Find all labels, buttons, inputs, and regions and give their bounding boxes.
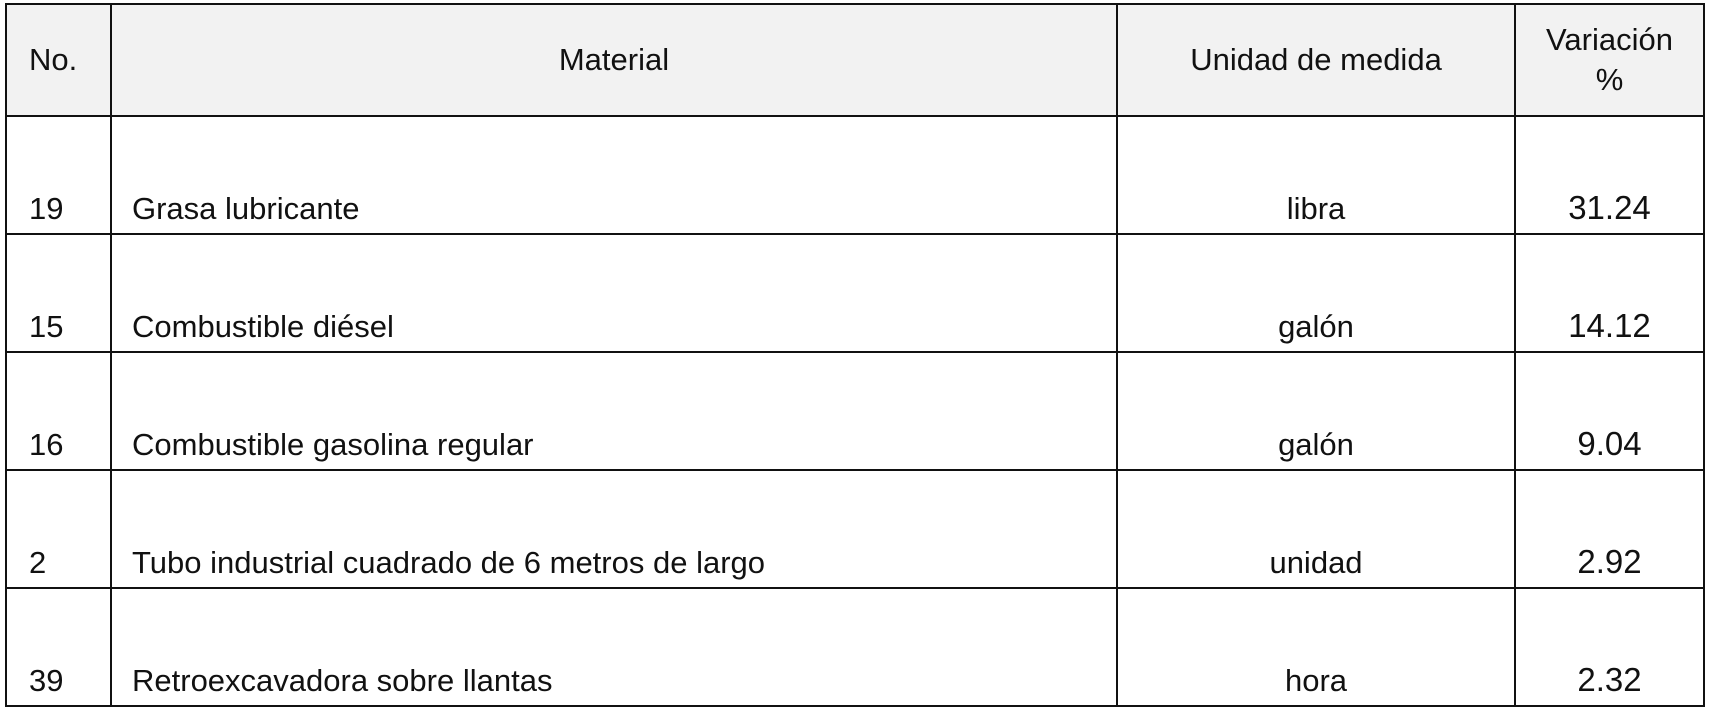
header-unit: Unidad de medida: [1116, 3, 1516, 117]
cell-no: 39: [5, 587, 112, 707]
header-variation-line1: Variación: [1546, 22, 1673, 57]
cell-unit: unidad: [1116, 469, 1516, 589]
cell-material: Grasa lubricante: [110, 115, 1118, 235]
cell-variation: 31.24: [1514, 115, 1705, 235]
cell-variation: 2.32: [1514, 587, 1705, 707]
header-variation: Variación %: [1514, 3, 1705, 117]
cell-unit: hora: [1116, 587, 1516, 707]
cell-no: 15: [5, 233, 112, 353]
header-material: Material: [110, 3, 1118, 117]
cell-unit: galón: [1116, 351, 1516, 471]
cell-material: Retroexcavadora sobre llantas: [110, 587, 1118, 707]
cell-unit: libra: [1116, 115, 1516, 235]
table-row: 15 Combustible diésel galón 14.12: [5, 233, 1705, 353]
materials-variation-table: No. Material Unidad de medida Variación …: [5, 3, 1705, 707]
table-row: 2 Tubo industrial cuadrado de 6 metros d…: [5, 469, 1705, 589]
cell-no: 2: [5, 469, 112, 589]
cell-variation: 14.12: [1514, 233, 1705, 353]
header-variation-line2: %: [1595, 62, 1624, 97]
cell-variation: 2.92: [1514, 469, 1705, 589]
table-row: 16 Combustible gasolina regular galón 9.…: [5, 351, 1705, 471]
header-no: No.: [5, 3, 112, 117]
cell-unit: galón: [1116, 233, 1516, 353]
table-row: 19 Grasa lubricante libra 31.24: [5, 115, 1705, 235]
cell-material: Combustible diésel: [110, 233, 1118, 353]
cell-no: 16: [5, 351, 112, 471]
cell-variation: 9.04: [1514, 351, 1705, 471]
cell-material: Tubo industrial cuadrado de 6 metros de …: [110, 469, 1118, 589]
cell-no: 19: [5, 115, 112, 235]
table-row: 39 Retroexcavadora sobre llantas hora 2.…: [5, 587, 1705, 707]
header-row: No. Material Unidad de medida Variación …: [5, 3, 1705, 117]
cell-material: Combustible gasolina regular: [110, 351, 1118, 471]
